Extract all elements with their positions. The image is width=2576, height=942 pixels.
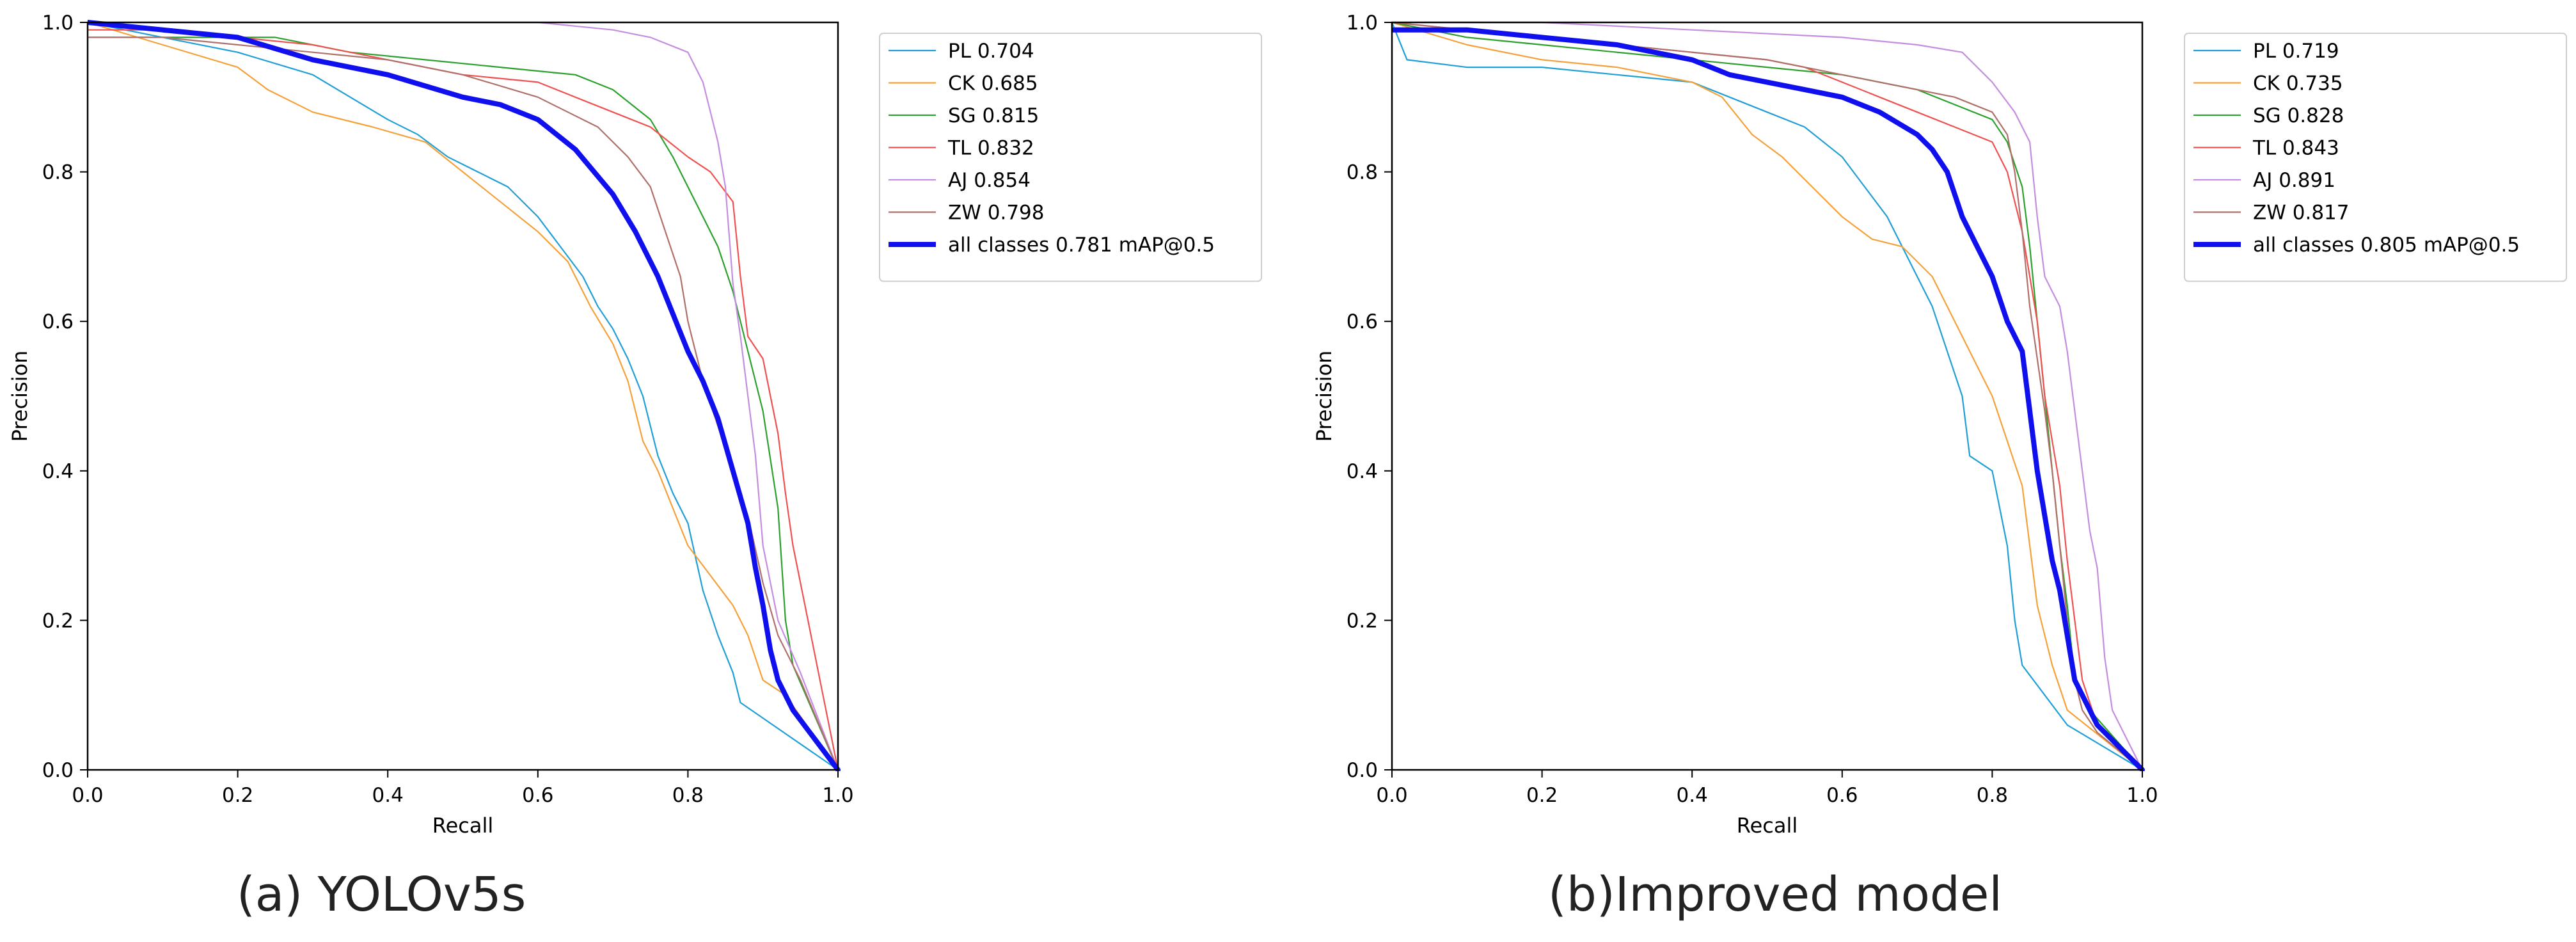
series-line-aj (88, 21, 839, 771)
y-tick-label: 1.0 (1347, 12, 1378, 35)
legend-entry: TL 0.832 (947, 137, 1034, 160)
x-tick-label: 0.4 (1677, 784, 1708, 807)
series-line-sg (1392, 21, 2144, 771)
series-line-zw (88, 36, 839, 771)
x-tick-label: 0.8 (1977, 784, 2008, 807)
y-tick-label: 0.0 (1347, 759, 1378, 782)
y-tick-label: 0.0 (42, 759, 74, 782)
legend-entry: SG 0.815 (948, 104, 1039, 127)
legend-entry: ZW 0.817 (2253, 202, 2350, 225)
x-tick-label: 0.2 (222, 784, 253, 807)
caption-yolov5s: (a) YOLOv5s (237, 867, 526, 922)
y-axis-label: Precision (1312, 351, 1336, 442)
chart-panel-1: 0.0 0.2 0.4 0.6 0.8 1.0 0.0 0.2 0.4 0.6 0.8 1.0 Reca… (1312, 12, 2567, 838)
legend-entry: TL 0.843 (2252, 137, 2339, 160)
legend-entry: CK 0.685 (948, 72, 1038, 95)
series-group (1392, 21, 2145, 771)
x-tick-label: 0.6 (522, 784, 553, 807)
legend-entry: PL 0.719 (2253, 40, 2339, 63)
series-line-tl (88, 29, 839, 771)
caption-improved-model: (b)Improved model (1548, 867, 2002, 922)
legend-entry: all classes 0.805 mAP@0.5 (2253, 234, 2520, 257)
axes-frame (86, 21, 839, 771)
legend-entry: CK 0.735 (2253, 72, 2343, 95)
axes-frame (1391, 21, 2144, 771)
x-tick-label: 0.2 (1526, 784, 1558, 807)
legend-entry: all classes 0.781 mAP@0.5 (948, 234, 1215, 257)
series-line-all-classes (88, 20, 841, 771)
y-axis-label: Precision (8, 351, 32, 442)
legend: PL 0.704 CK 0.685 SG 0.815 TL 0.832 AJ 0.854… (879, 33, 1262, 282)
y-tick-label: 0.8 (42, 161, 74, 184)
y-tick-label: 0.2 (42, 609, 74, 632)
x-tick-label: 0.0 (1376, 784, 1407, 807)
x-axis-label: Recall (1737, 813, 1798, 838)
x-tick-label: 0.4 (372, 784, 404, 807)
series-line-pl (88, 21, 839, 771)
x-tick-label: 0.8 (672, 784, 704, 807)
legend-frame (2184, 33, 2567, 282)
y-tick-label: 1.0 (42, 12, 74, 35)
chart-panel-0: 0.0 0.2 0.4 0.6 0.8 1.0 0.0 0.2 0.4 0.6 0.8 1.0 Reca… (8, 12, 1262, 838)
legend-entry: PL 0.704 (948, 40, 1034, 63)
series-group (88, 20, 841, 771)
series-line-ck (88, 21, 839, 771)
y-tick-label: 0.6 (42, 310, 74, 333)
legend: PL 0.719 CK 0.735 SG 0.828 TL 0.843 AJ 0.891… (2184, 33, 2567, 282)
legend-entry: ZW 0.798 (948, 202, 1045, 225)
legend-entry: AJ 0.891 (2253, 169, 2335, 192)
y-tick-label: 0.4 (1347, 460, 1378, 483)
series-line-aj (1392, 21, 2144, 771)
y-tick-label: 0.2 (1347, 609, 1378, 632)
x-axis-label: Recall (432, 813, 493, 838)
x-tick-label: 0.0 (72, 784, 103, 807)
x-tick-label: 1.0 (822, 784, 853, 807)
legend-entry: AJ 0.854 (948, 169, 1031, 192)
series-line-sg (88, 36, 839, 771)
x-tick-label: 1.0 (2126, 784, 2158, 807)
series-line-ck (1392, 21, 2144, 771)
x-tick-label: 0.6 (1826, 784, 1858, 807)
y-tick-label: 0.6 (1347, 310, 1378, 333)
y-tick-label: 0.4 (42, 460, 74, 483)
y-tick-label: 0.8 (1347, 161, 1378, 184)
legend-entry: SG 0.828 (2253, 104, 2344, 127)
series-line-all-classes (1392, 27, 2145, 771)
legend-frame (879, 33, 1262, 282)
